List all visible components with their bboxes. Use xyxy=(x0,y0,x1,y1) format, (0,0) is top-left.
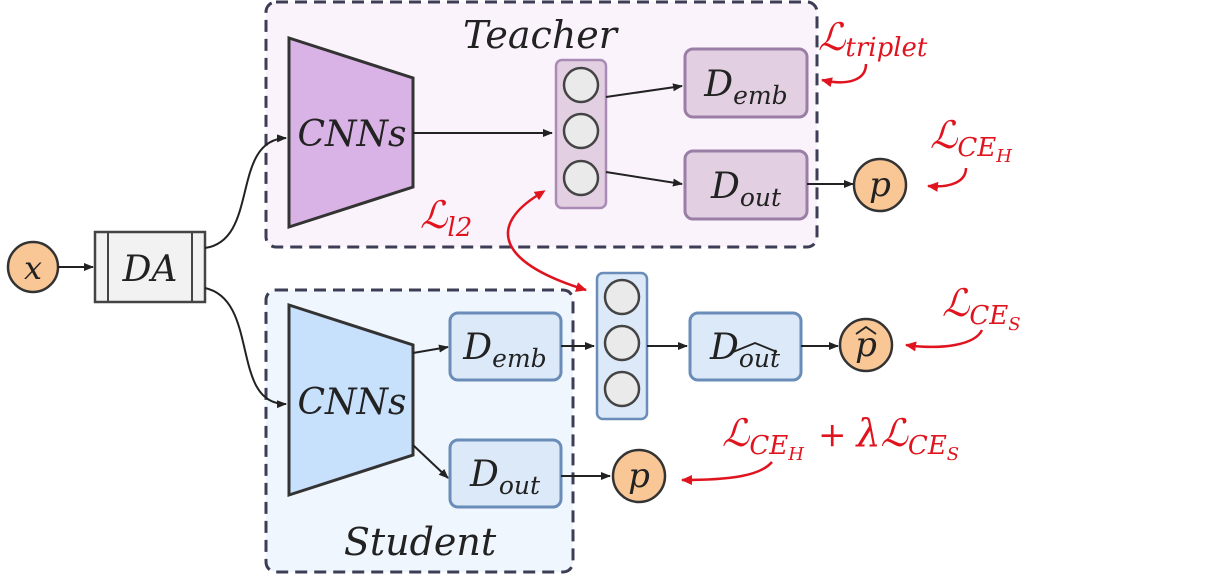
loss-triplet: ℒtriplet xyxy=(818,15,928,63)
augment-label: DA xyxy=(122,249,178,290)
input-label: x xyxy=(24,249,42,287)
teacher-cnn-label: CNNs xyxy=(297,114,406,155)
loss-combined-arrow xyxy=(682,462,772,480)
teacher-neuron xyxy=(564,161,598,195)
teacher-prob-label: p xyxy=(869,165,891,205)
teacher-neuron xyxy=(564,114,598,148)
loss-ce-h: ℒCEH xyxy=(930,113,1012,167)
student-neuron xyxy=(605,326,639,360)
loss-ce-h-arrow xyxy=(928,168,966,186)
student-neuron xyxy=(605,280,639,314)
loss-triplet-arrow xyxy=(822,64,866,82)
student-title: Student xyxy=(344,520,497,564)
teacher-neuron xyxy=(564,68,598,102)
loss-ce-s: ℒCES xyxy=(942,281,1021,335)
student-prob-label: p xyxy=(628,456,650,496)
loss-combined: ℒCEH + λℒCES xyxy=(722,411,959,465)
student-neuron xyxy=(605,372,639,406)
student-cnn-label: CNNs xyxy=(297,382,406,423)
student-prob-hat-label: p xyxy=(855,325,877,365)
teacher-title: Teacher xyxy=(463,13,620,57)
loss-ce-s-arrow xyxy=(906,330,982,347)
